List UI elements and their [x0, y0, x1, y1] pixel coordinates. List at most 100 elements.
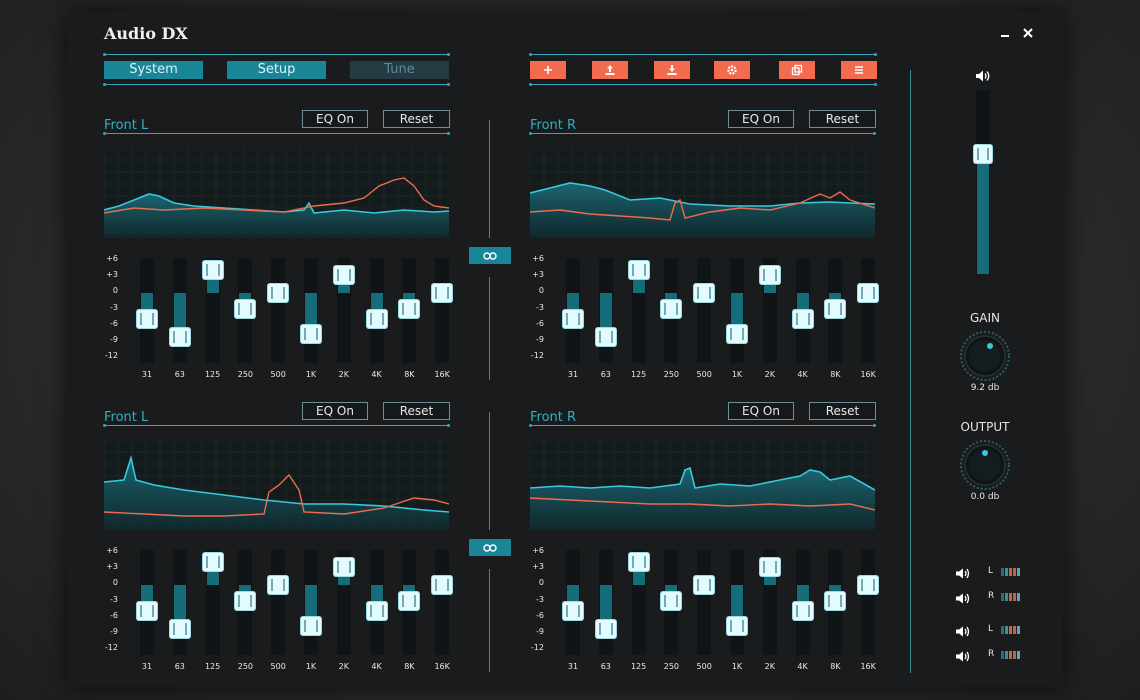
- eq-band-knob[interactable]: [333, 265, 354, 284]
- eq-band-knob[interactable]: [661, 299, 682, 318]
- eq-band-knob[interactable]: [563, 601, 583, 620]
- speaker-icon[interactable]: [955, 648, 971, 667]
- eq-band-knob[interactable]: [727, 617, 747, 636]
- eq-band-slider[interactable]: [694, 550, 715, 655]
- eq-band-slider[interactable]: [661, 550, 682, 655]
- output-knob[interactable]: [959, 439, 1011, 495]
- eq-band-knob[interactable]: [235, 591, 256, 610]
- copy-button[interactable]: [779, 61, 815, 79]
- eq-band-slider[interactable]: [727, 258, 747, 363]
- eq-band-knob[interactable]: [792, 601, 813, 620]
- eq-band-slider[interactable]: [628, 550, 649, 655]
- eq-band-slider[interactable]: [268, 550, 289, 655]
- eq-band-knob[interactable]: [202, 260, 223, 279]
- reset-button[interactable]: Reset: [383, 402, 450, 420]
- eq-band-knob[interactable]: [694, 284, 715, 302]
- eq-band-slider[interactable]: [333, 258, 354, 363]
- eq-band-knob[interactable]: [661, 591, 682, 610]
- eq-band-knob[interactable]: [825, 591, 846, 610]
- eq-band-knob[interactable]: [563, 309, 583, 328]
- eq-band-slider[interactable]: [366, 550, 387, 655]
- eq-band-slider[interactable]: [202, 258, 223, 363]
- eq-band-knob[interactable]: [595, 327, 616, 346]
- eq-band-slider[interactable]: [301, 258, 321, 363]
- volume-slider-knob[interactable]: [974, 145, 992, 164]
- eq-band-slider[interactable]: [137, 258, 157, 363]
- eq-band-slider[interactable]: [169, 550, 190, 655]
- eq-band-slider[interactable]: [399, 550, 420, 655]
- eq-band-slider[interactable]: [628, 258, 649, 363]
- eq-band-knob[interactable]: [694, 576, 715, 594]
- eq-band-knob[interactable]: [792, 309, 813, 328]
- eq-band-slider[interactable]: [825, 258, 846, 363]
- eq-band-knob[interactable]: [759, 557, 780, 576]
- eq-band-knob[interactable]: [268, 284, 289, 302]
- eq-band-slider[interactable]: [792, 550, 813, 655]
- tab-setup[interactable]: Setup: [227, 61, 326, 79]
- eq-band-slider[interactable]: [301, 550, 321, 655]
- upload-button[interactable]: [592, 61, 628, 79]
- volume-slider-track[interactable]: [974, 90, 992, 274]
- eq-band-knob[interactable]: [333, 557, 354, 576]
- speaker-icon[interactable]: [955, 565, 971, 584]
- eq-band-knob[interactable]: [301, 325, 321, 344]
- eq-band-slider[interactable]: [595, 258, 616, 363]
- eq-band-knob[interactable]: [595, 619, 616, 638]
- reset-button[interactable]: Reset: [809, 110, 876, 128]
- eq-band-knob[interactable]: [628, 260, 649, 279]
- eq-band-knob[interactable]: [169, 619, 190, 638]
- link-button[interactable]: [469, 247, 511, 264]
- eq-band-knob[interactable]: [858, 284, 879, 302]
- eq-band-slider[interactable]: [366, 258, 387, 363]
- eq-band-slider[interactable]: [858, 550, 879, 655]
- eq-band-slider[interactable]: [169, 258, 190, 363]
- eq-on-button[interactable]: EQ On: [302, 402, 368, 420]
- add-button[interactable]: [530, 61, 566, 79]
- eq-band-slider[interactable]: [268, 258, 289, 363]
- link-button[interactable]: [469, 539, 511, 556]
- download-button[interactable]: [654, 61, 690, 79]
- eq-band-knob[interactable]: [137, 601, 157, 620]
- speaker-icon[interactable]: [955, 590, 971, 609]
- eq-band-knob[interactable]: [235, 299, 256, 318]
- eq-on-button[interactable]: EQ On: [302, 110, 368, 128]
- eq-band-knob[interactable]: [366, 309, 387, 328]
- eq-band-slider[interactable]: [661, 258, 682, 363]
- menu-button[interactable]: [841, 61, 877, 79]
- eq-band-slider[interactable]: [727, 550, 747, 655]
- eq-band-slider[interactable]: [563, 258, 583, 363]
- reset-button[interactable]: Reset: [383, 110, 450, 128]
- eq-on-button[interactable]: EQ On: [728, 402, 794, 420]
- eq-band-slider[interactable]: [825, 550, 846, 655]
- eq-band-knob[interactable]: [432, 284, 453, 302]
- eq-band-knob[interactable]: [727, 325, 747, 344]
- tab-system[interactable]: System: [104, 61, 203, 79]
- eq-band-slider[interactable]: [759, 258, 780, 363]
- eq-band-slider[interactable]: [235, 550, 256, 655]
- eq-band-knob[interactable]: [366, 601, 387, 620]
- eq-band-slider[interactable]: [432, 258, 453, 363]
- close-icon[interactable]: [1023, 26, 1033, 42]
- eq-band-slider[interactable]: [399, 258, 420, 363]
- eq-band-slider[interactable]: [137, 550, 157, 655]
- eq-band-knob[interactable]: [301, 617, 321, 636]
- eq-band-slider[interactable]: [694, 258, 715, 363]
- speaker-icon[interactable]: [955, 623, 971, 642]
- eq-band-knob[interactable]: [268, 576, 289, 594]
- eq-band-knob[interactable]: [137, 309, 157, 328]
- eq-band-slider[interactable]: [595, 550, 616, 655]
- eq-band-slider[interactable]: [333, 550, 354, 655]
- eq-band-slider[interactable]: [202, 550, 223, 655]
- eq-band-slider[interactable]: [792, 258, 813, 363]
- minimize-icon[interactable]: [1000, 26, 1010, 42]
- eq-band-slider[interactable]: [563, 550, 583, 655]
- eq-band-knob[interactable]: [759, 265, 780, 284]
- eq-band-slider[interactable]: [235, 258, 256, 363]
- eq-band-knob[interactable]: [202, 552, 223, 571]
- reset-button[interactable]: Reset: [809, 402, 876, 420]
- eq-band-knob[interactable]: [432, 576, 453, 594]
- eq-band-knob[interactable]: [169, 327, 190, 346]
- eq-band-slider[interactable]: [432, 550, 453, 655]
- gain-knob[interactable]: [959, 330, 1011, 386]
- eq-band-knob[interactable]: [628, 552, 649, 571]
